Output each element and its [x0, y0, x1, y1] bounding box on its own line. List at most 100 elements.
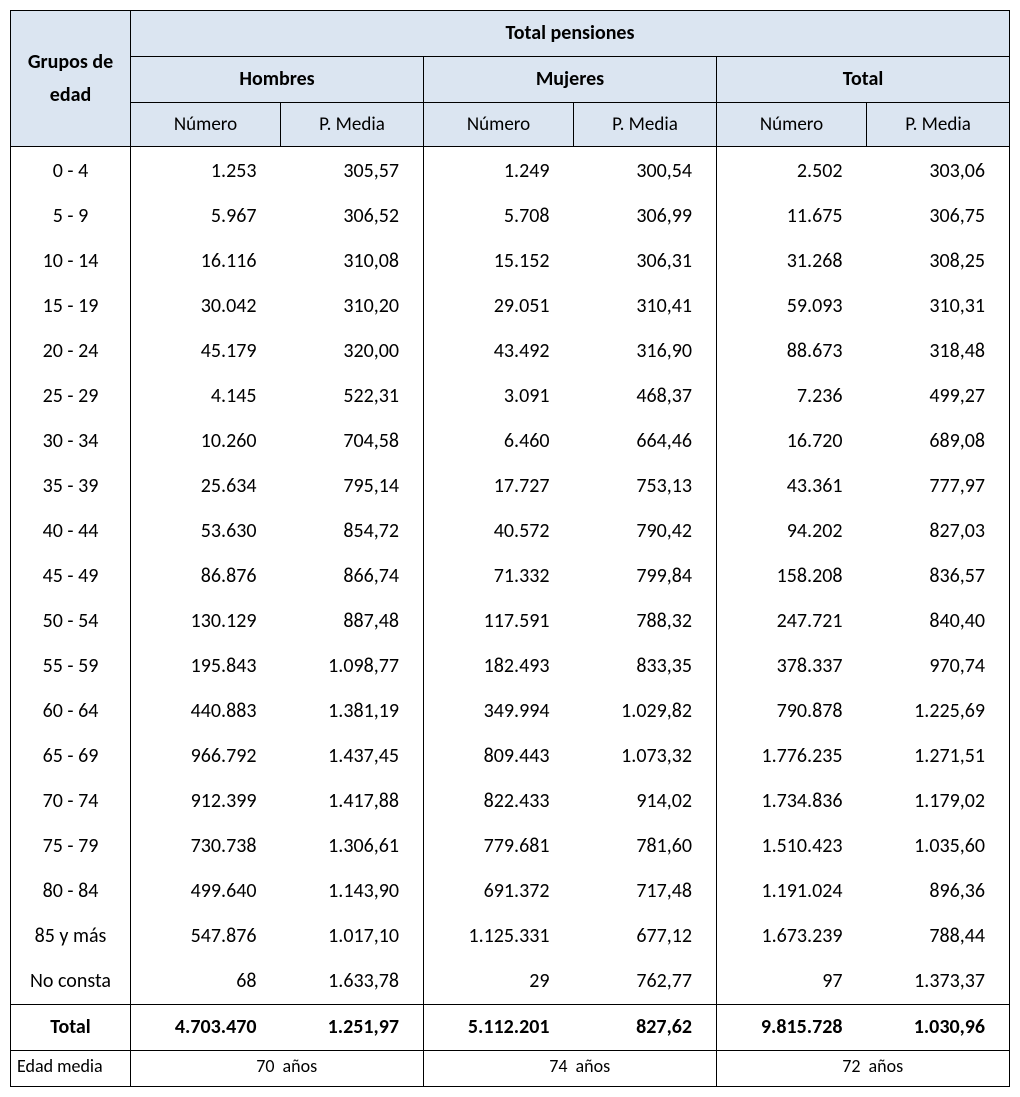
cell-total-pmedia: 306,75 — [867, 194, 1010, 239]
cell-total-pmedia: 1.225,69 — [867, 689, 1010, 734]
table-row: 85 y más547.8761.017,101.125.331677,121.… — [11, 914, 1010, 959]
cell-hombres-numero: 912.399 — [131, 779, 281, 824]
cell-mujeres-numero: 29.051 — [424, 284, 574, 329]
header-hombres: Hombres — [131, 57, 424, 103]
cell-total-pmedia: 827,03 — [867, 509, 1010, 554]
cell-hombres-numero: 86.876 — [131, 554, 281, 599]
cell-hombres-pmedia: 310,08 — [281, 239, 424, 284]
table-row: 55 - 59195.8431.098,77182.493833,35378.3… — [11, 644, 1010, 689]
cell-mujeres-pmedia: 762,77 — [574, 959, 717, 1005]
cell-mujeres-pmedia: 781,60 — [574, 824, 717, 869]
header-age-group: Grupos de edad — [11, 11, 131, 147]
header-super: Total pensiones — [131, 11, 1010, 57]
cell-mujeres-numero: 117.591 — [424, 599, 574, 644]
cell-mujeres-numero: 6.460 — [424, 419, 574, 464]
cell-hombres-numero: 499.640 — [131, 869, 281, 914]
cell-hombres-numero: 130.129 — [131, 599, 281, 644]
cell-hombres-pmedia: 1.381,19 — [281, 689, 424, 734]
cell-total-numero: 97 — [717, 959, 867, 1005]
edad-media-row: Edad media70años74años72años — [11, 1051, 1010, 1087]
header-sub-pmedia: P. Media — [867, 103, 1010, 147]
cell-hombres-numero: 30.042 — [131, 284, 281, 329]
cell-total-pmedia: 310,31 — [867, 284, 1010, 329]
cell-total-pmedia: 689,08 — [867, 419, 1010, 464]
cell-mujeres-pmedia: 310,41 — [574, 284, 717, 329]
cell-mujeres-pmedia: 306,31 — [574, 239, 717, 284]
pensions-table: Grupos de edad Total pensiones Hombres M… — [10, 10, 1010, 1087]
cell-age: 55 - 59 — [11, 644, 131, 689]
edad-media-label: Edad media — [11, 1051, 131, 1087]
header-mujeres: Mujeres — [424, 57, 717, 103]
cell-total-h-p: 1.251,97 — [281, 1005, 424, 1051]
cell-total-numero: 2.502 — [717, 147, 867, 195]
cell-hombres-numero: 5.967 — [131, 194, 281, 239]
cell-total-pmedia: 836,57 — [867, 554, 1010, 599]
table-row: 25 - 294.145522,313.091468,377.236499,27 — [11, 374, 1010, 419]
cell-hombres-pmedia: 310,20 — [281, 284, 424, 329]
cell-mujeres-pmedia: 788,32 — [574, 599, 717, 644]
cell-age: 15 - 19 — [11, 284, 131, 329]
cell-total-numero: 88.673 — [717, 329, 867, 374]
cell-age: 70 - 74 — [11, 779, 131, 824]
cell-total-t-n: 9.815.728 — [717, 1005, 867, 1051]
cell-total-numero: 11.675 — [717, 194, 867, 239]
cell-total-pmedia: 1.035,60 — [867, 824, 1010, 869]
table-row: 10 - 1416.116310,0815.152306,3131.268308… — [11, 239, 1010, 284]
cell-hombres-numero: 966.792 — [131, 734, 281, 779]
edad-media-unit: años — [574, 1051, 717, 1087]
table-row: 70 - 74912.3991.417,88822.433914,021.734… — [11, 779, 1010, 824]
cell-mujeres-numero: 182.493 — [424, 644, 574, 689]
cell-mujeres-numero: 40.572 — [424, 509, 574, 554]
cell-total-h-n: 4.703.470 — [131, 1005, 281, 1051]
cell-mujeres-pmedia: 664,46 — [574, 419, 717, 464]
cell-age: 50 - 54 — [11, 599, 131, 644]
edad-media-unit: años — [281, 1051, 424, 1087]
cell-total-numero: 1.734.836 — [717, 779, 867, 824]
cell-mujeres-numero: 691.372 — [424, 869, 574, 914]
table-row: 75 - 79730.7381.306,61779.681781,601.510… — [11, 824, 1010, 869]
cell-hombres-pmedia: 1.417,88 — [281, 779, 424, 824]
cell-mujeres-pmedia: 833,35 — [574, 644, 717, 689]
cell-total-pmedia: 840,40 — [867, 599, 1010, 644]
cell-mujeres-numero: 822.433 — [424, 779, 574, 824]
cell-age: No consta — [11, 959, 131, 1005]
cell-total-pmedia: 970,74 — [867, 644, 1010, 689]
cell-age: 75 - 79 — [11, 824, 131, 869]
cell-hombres-numero: 4.145 — [131, 374, 281, 419]
cell-total-pmedia: 896,36 — [867, 869, 1010, 914]
cell-mujeres-pmedia: 300,54 — [574, 147, 717, 195]
table-row: 30 - 3410.260704,586.460664,4616.720689,… — [11, 419, 1010, 464]
cell-age: 25 - 29 — [11, 374, 131, 419]
cell-total-label: Total — [11, 1005, 131, 1051]
cell-total-pmedia: 788,44 — [867, 914, 1010, 959]
cell-total-pmedia: 308,25 — [867, 239, 1010, 284]
cell-mujeres-numero: 1.249 — [424, 147, 574, 195]
cell-mujeres-numero: 17.727 — [424, 464, 574, 509]
cell-total-numero: 94.202 — [717, 509, 867, 554]
cell-total-t-p: 1.030,96 — [867, 1005, 1010, 1051]
cell-hombres-pmedia: 522,31 — [281, 374, 424, 419]
cell-mujeres-pmedia: 1.073,32 — [574, 734, 717, 779]
cell-mujeres-numero: 3.091 — [424, 374, 574, 419]
cell-hombres-numero: 45.179 — [131, 329, 281, 374]
cell-total-numero: 1.673.239 — [717, 914, 867, 959]
cell-total-numero: 247.721 — [717, 599, 867, 644]
table-row: 40 - 4453.630854,7240.572790,4294.202827… — [11, 509, 1010, 554]
cell-total-numero: 790.878 — [717, 689, 867, 734]
header-sub-pmedia: P. Media — [281, 103, 424, 147]
cell-hombres-pmedia: 795,14 — [281, 464, 424, 509]
header-sub-numero: Número — [424, 103, 574, 147]
cell-mujeres-numero: 5.708 — [424, 194, 574, 239]
cell-hombres-pmedia: 306,52 — [281, 194, 424, 239]
cell-total-pmedia: 303,06 — [867, 147, 1010, 195]
table-row: 65 - 69966.7921.437,45809.4431.073,321.7… — [11, 734, 1010, 779]
cell-hombres-pmedia: 1.143,90 — [281, 869, 424, 914]
cell-mujeres-pmedia: 677,12 — [574, 914, 717, 959]
cell-hombres-numero: 68 — [131, 959, 281, 1005]
cell-hombres-pmedia: 1.017,10 — [281, 914, 424, 959]
cell-mujeres-pmedia: 799,84 — [574, 554, 717, 599]
cell-hombres-numero: 195.843 — [131, 644, 281, 689]
cell-mujeres-numero: 43.492 — [424, 329, 574, 374]
cell-mujeres-pmedia: 468,37 — [574, 374, 717, 419]
cell-total-numero: 16.720 — [717, 419, 867, 464]
